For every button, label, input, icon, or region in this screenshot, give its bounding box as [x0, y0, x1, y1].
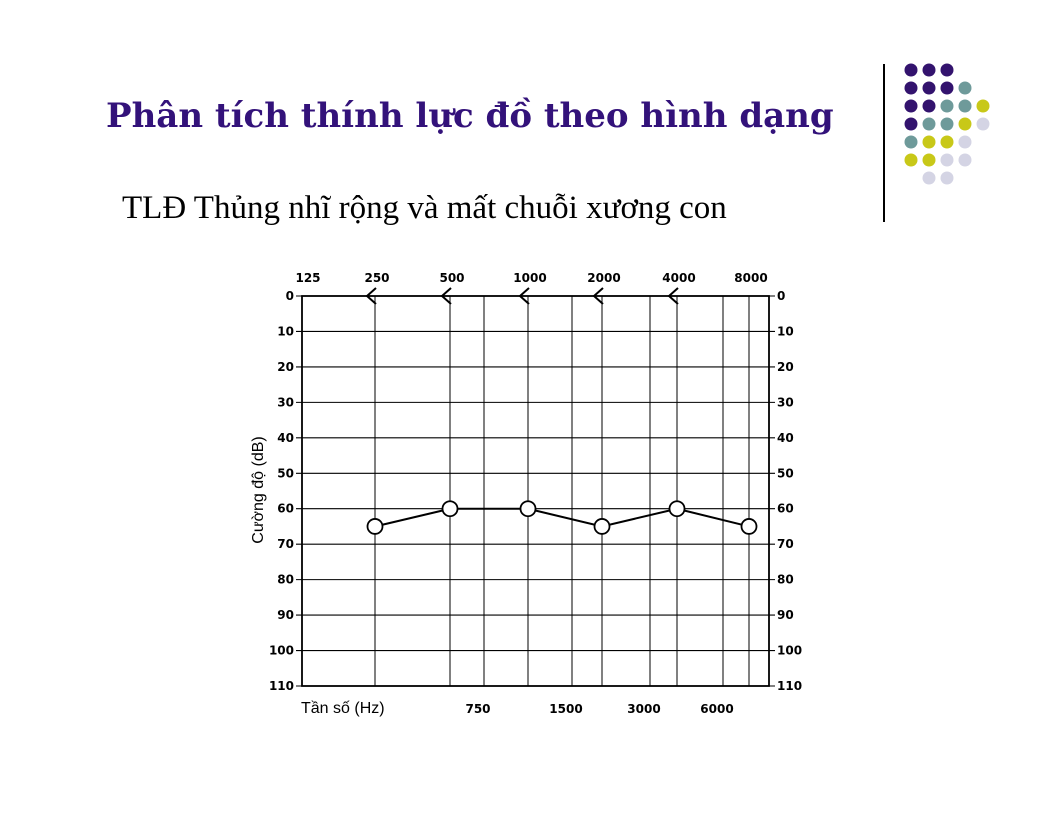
data-point — [593, 518, 611, 535]
y-tick-label-left: 110 — [269, 679, 294, 693]
x-tick-label-bottom: 1500 — [549, 702, 582, 716]
y-tick-label-left: 70 — [277, 537, 294, 551]
decorative-dot — [904, 117, 918, 131]
bone-conduction-marker — [518, 287, 530, 305]
decorative-dot — [904, 63, 918, 77]
decorative-dot — [922, 117, 936, 131]
data-point — [668, 500, 686, 518]
decorative-dot — [940, 135, 954, 149]
y-axis-title: Cường độ (dB) — [250, 436, 267, 543]
y-tick-label-right: 60 — [777, 502, 794, 516]
data-point — [519, 500, 537, 518]
x-tick-label-top: 500 — [439, 271, 464, 285]
x-tick-label-top: 250 — [364, 271, 389, 285]
slide-subtitle: TLĐ Thủng nhĩ rộng và mất chuỗi xương co… — [122, 190, 727, 226]
decorative-dot — [940, 171, 954, 185]
y-tick-label-left: 0 — [286, 289, 294, 303]
decorative-divider — [883, 64, 885, 222]
y-tick-label-right: 70 — [777, 537, 794, 551]
x-tick-label-top: 8000 — [734, 271, 767, 285]
decorative-dot — [922, 63, 936, 77]
x-tick-label-top: 2000 — [587, 271, 620, 285]
data-point — [366, 518, 384, 535]
decorative-dot — [940, 99, 954, 113]
decorative-dot — [940, 81, 954, 95]
decorative-dot — [958, 117, 972, 131]
y-tick-label-left: 100 — [269, 644, 294, 658]
y-tick-label-left: 40 — [277, 431, 294, 445]
y-tick-label-left: 80 — [277, 573, 294, 587]
decorative-dot — [958, 153, 972, 167]
y-tick-label-left: 50 — [277, 466, 294, 480]
x-tick-label-bottom: 6000 — [700, 702, 733, 716]
chart-frame — [301, 295, 770, 687]
decorative-dot — [940, 63, 954, 77]
data-point — [740, 518, 758, 535]
y-tick-label-left: 20 — [277, 360, 294, 374]
decorative-dot — [958, 99, 972, 113]
y-tick-label-right: 100 — [777, 644, 802, 658]
bone-conduction-markers — [365, 287, 679, 305]
bone-conduction-marker — [592, 287, 604, 305]
decorative-dot — [976, 117, 990, 131]
y-tick-label-left: 90 — [277, 608, 294, 622]
y-tick-label-left: 10 — [277, 324, 294, 338]
decorative-dot — [922, 171, 936, 185]
chart-tick-labels: 0 0 10 10 20 20 30 30 40 40 50 50 60 60 70 70 80 80 90 90 10… — [269, 271, 802, 716]
decorative-dot — [940, 153, 954, 167]
decorative-dot — [922, 153, 936, 167]
y-tick-label-right: 20 — [777, 360, 794, 374]
decorative-dot — [922, 99, 936, 113]
chart-grid — [296, 295, 775, 687]
chart-series — [366, 500, 758, 535]
decorative-dot — [904, 135, 918, 149]
slide-title: Phân tích thính lực đồ theo hình dạng — [106, 96, 834, 136]
decorative-dot — [940, 117, 954, 131]
decorative-dot — [922, 135, 936, 149]
y-tick-label-right: 80 — [777, 573, 794, 587]
y-tick-label-left: 30 — [277, 395, 294, 409]
decorative-dot — [904, 153, 918, 167]
y-tick-label-right: 40 — [777, 431, 794, 445]
decorative-dot — [922, 81, 936, 95]
x-tick-label-bottom: 750 — [465, 702, 490, 716]
y-tick-label-right: 30 — [777, 395, 794, 409]
bone-conduction-marker — [440, 287, 452, 305]
y-tick-label-right: 50 — [777, 466, 794, 480]
decorative-dot — [958, 81, 972, 95]
series-line — [374, 507, 750, 528]
x-tick-label-top: 4000 — [662, 271, 695, 285]
y-tick-label-right: 90 — [777, 608, 794, 622]
y-tick-label-left: 60 — [277, 502, 294, 516]
x-tick-label-bottom: 3000 — [627, 702, 660, 716]
y-tick-label-right: 10 — [777, 324, 794, 338]
bone-conduction-marker — [365, 287, 377, 305]
y-tick-label-right: 110 — [777, 679, 802, 693]
decorative-dot — [904, 81, 918, 95]
x-tick-label-top: 1000 — [513, 271, 546, 285]
x-axis-title: Tần số (Hz) — [301, 700, 385, 717]
bone-conduction-marker — [667, 287, 679, 305]
data-point — [441, 500, 459, 518]
decorative-dot — [976, 99, 990, 113]
decorative-dot — [958, 135, 972, 149]
decorative-dot — [904, 99, 918, 113]
y-tick-label-right: 0 — [777, 289, 785, 303]
x-tick-label-top: 125 — [295, 271, 320, 285]
